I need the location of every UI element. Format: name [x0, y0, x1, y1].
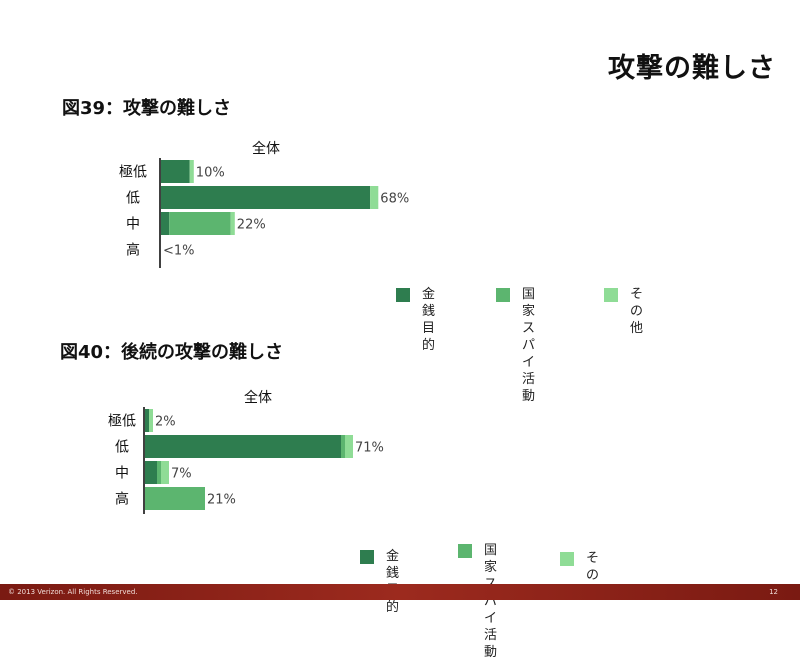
bar-segment-state [157, 461, 161, 484]
data-label: 10% [196, 166, 225, 181]
category-label: 高 [115, 491, 129, 508]
legend-label-state: 国家スパイ 活動 [522, 287, 536, 404]
bar-segment-state [145, 487, 205, 510]
data-label: 2% [155, 415, 176, 430]
data-label: 68% [380, 192, 409, 207]
page-number: 12 [769, 588, 778, 596]
bar-segment-state [341, 435, 345, 458]
bar-segment-financial [145, 435, 341, 458]
legend-label-other: その他 [630, 287, 644, 336]
legend-item-state: 国家スパイ 活動 [458, 542, 497, 661]
category-label: 極低 [119, 165, 147, 181]
category-label: 低 [126, 191, 140, 207]
figure-39-title: 図39：攻撃の難しさ [62, 98, 232, 119]
legend-swatch-state [458, 544, 472, 558]
bar-segment-other [189, 160, 194, 183]
category-label: 中 [115, 466, 129, 482]
data-label: 22% [237, 218, 266, 233]
data-label: 21% [207, 493, 236, 508]
bar-segment-financial [161, 160, 190, 183]
data-label: 7% [171, 467, 192, 482]
bar-segment-other [230, 212, 235, 235]
bar-segment-other [149, 409, 153, 432]
bar-segment-financial [145, 409, 149, 432]
legend-label-state: 国家スパイ 活動 [484, 543, 498, 660]
chart-subtitle: 全体 [252, 140, 280, 157]
category-label: 高 [126, 242, 140, 259]
bar-segment-state [169, 212, 231, 235]
data-label: 71% [355, 441, 384, 456]
bar-segment-financial [161, 186, 371, 209]
footer-bar: © 2013 Verizon. All Rights Reserved. 12 [0, 584, 800, 600]
bar-segment-other [370, 186, 379, 209]
legend-item-financial: 金銭目的 [360, 548, 399, 616]
legend-swatch-other [560, 552, 574, 566]
bar-segment-other [161, 461, 169, 484]
legend-swatch-state [496, 288, 510, 302]
legend-swatch-financial [360, 550, 374, 564]
bar-segment-financial [161, 212, 170, 235]
category-label: 中 [126, 217, 140, 233]
legend-swatch-financial [396, 288, 410, 302]
legend-swatch-other [604, 288, 618, 302]
legend-item-other: その他 [604, 286, 643, 337]
data-label: <1% [163, 244, 195, 259]
category-label: 低 [115, 440, 129, 456]
slide-title: 攻撃の難しさ [608, 53, 776, 84]
legend-item-state: 国家スパイ 活動 [496, 286, 535, 405]
chart-subtitle: 全体 [244, 389, 272, 406]
footer-copyright: © 2013 Verizon. All Rights Reserved. [8, 588, 138, 596]
figure-40-title: 図40：後続の攻撃の難しさ [60, 342, 284, 363]
bar-segment-financial [145, 461, 157, 484]
legend-label-financial: 金銭目的 [386, 549, 400, 615]
legend-label-financial: 金銭目的 [422, 287, 436, 353]
bar-segment-other [345, 435, 353, 458]
legend-item-financial: 金銭目的 [396, 286, 435, 354]
category-label: 極低 [108, 414, 136, 430]
